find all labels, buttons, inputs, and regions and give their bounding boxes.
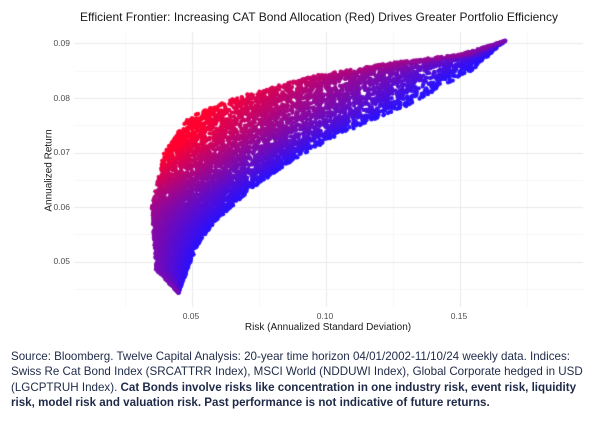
y-tick-label: 0.06 [53,202,70,212]
y-tick-label: 0.09 [53,38,70,48]
y-tick-label: 0.07 [53,147,70,157]
source-note: Source: Bloomberg. Twelve Capital Analys… [11,350,583,394]
x-tick-label: 0.15 [450,311,468,321]
x-axis-label: Risk (Annualized Standard Deviation) [244,322,412,333]
x-tick-label: 0.10 [316,311,334,321]
y-axis-label: Annualized Return [43,129,55,212]
source-disclaimer: Source: Bloomberg. Twelve Capital Analys… [11,349,603,411]
risk-disclaimer: Cat Bonds involve risks like concentrati… [11,380,577,410]
scatter-chart: Efficient Frontier: Increasing CAT Bond … [0,0,610,340]
chart-title: Efficient Frontier: Increasing CAT Bond … [80,10,558,24]
plot-canvas [0,0,610,340]
y-tick-label: 0.08 [53,93,70,103]
x-tick-label: 0.05 [182,311,200,321]
y-tick-label: 0.05 [53,256,70,266]
